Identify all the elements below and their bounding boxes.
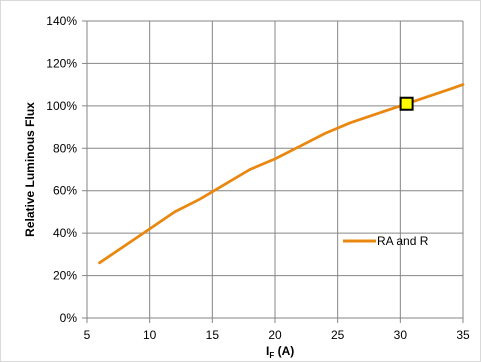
- x-tick-label: 10: [143, 328, 157, 342]
- y-tick-label: 120%: [46, 56, 77, 70]
- y-tick-label: 80%: [53, 141, 77, 155]
- y-tick-label: 100%: [46, 99, 77, 113]
- axes: [82, 20, 464, 323]
- y-tick-label: 20%: [53, 269, 77, 283]
- highlight-marker: [399, 96, 414, 111]
- y-axis-title: Relative Luminous Flux: [23, 102, 37, 237]
- x-tick-label: 30: [394, 328, 408, 342]
- x-tick-labels: 5 10 15 20 25 30 35: [84, 328, 470, 342]
- series-layer: [98, 83, 465, 265]
- legend: RA and R: [343, 234, 429, 248]
- x-tick-label: 25: [331, 328, 345, 342]
- x-tick-label: 5: [84, 328, 91, 342]
- x-tick-label: 15: [206, 328, 220, 342]
- x-axis-title-unit: (A): [274, 344, 294, 358]
- y-tick-label: 40%: [53, 226, 77, 240]
- y-tick-labels: 0% 20% 40% 60% 80% 100% 120% 140%: [46, 14, 77, 325]
- x-tick-label: 20: [268, 328, 282, 342]
- y-tick-label: 140%: [46, 14, 77, 28]
- gridlines: [86, 20, 464, 319]
- x-axis-title-main: I: [266, 344, 269, 358]
- y-tick-label: 60%: [53, 184, 77, 198]
- x-tick-label: 35: [456, 328, 470, 342]
- x-axis-title: IF (A): [266, 344, 294, 360]
- legend-label: RA and R: [377, 234, 429, 248]
- y-tick-label: 0%: [60, 311, 78, 325]
- x-axis-title-subscript: F: [269, 351, 274, 360]
